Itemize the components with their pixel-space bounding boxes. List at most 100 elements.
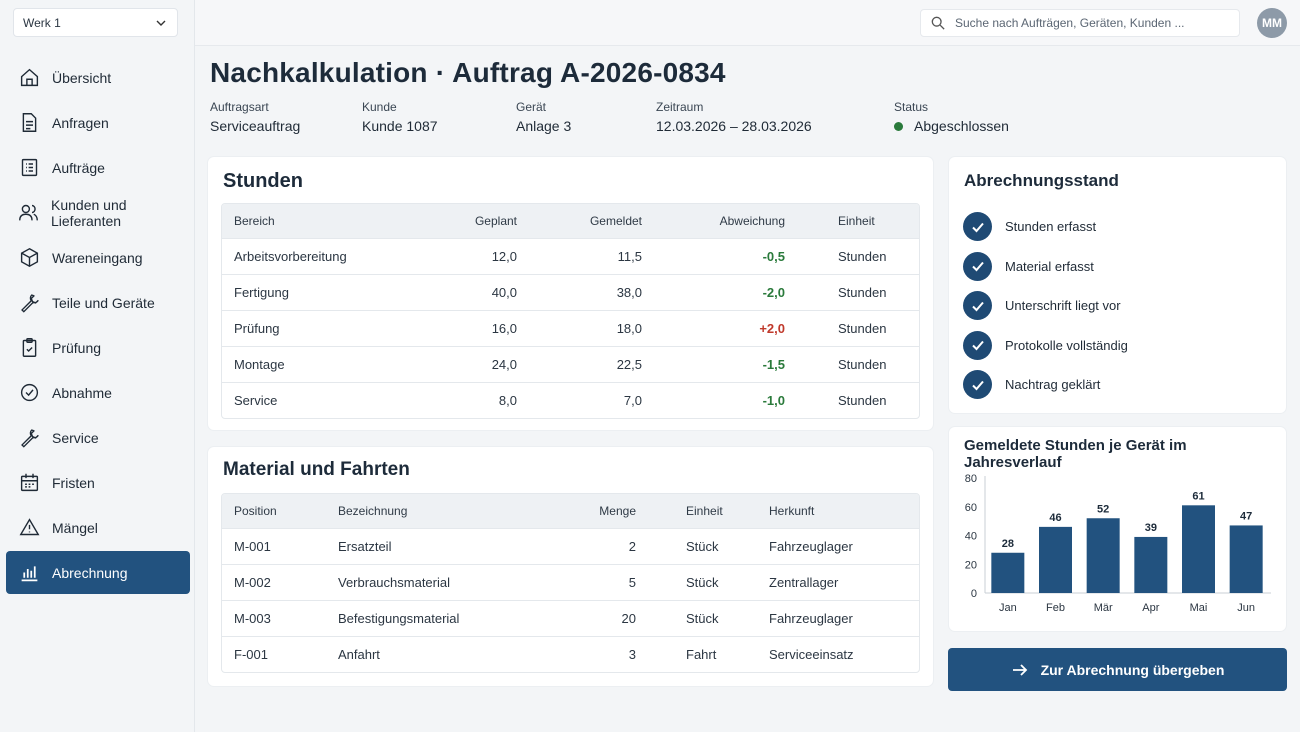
column-header[interactable]: Herkunft (769, 503, 815, 518)
sidebar-item-auftraege[interactable]: Aufträge (6, 146, 190, 189)
check-circle-icon (18, 382, 40, 404)
cell-deviation: +2,0 (654, 309, 797, 346)
hours-chart-card: Gemeldete Stunden je Gerät im Jahresverl… (949, 427, 1286, 631)
table-row[interactable]: Prüfung 16,0 18,0 +2,0 Stunden (222, 309, 919, 346)
column-header[interactable]: Gemeldet (589, 213, 642, 228)
table-row[interactable]: M-003 Befestigungsmaterial 20 Stück Fahr… (222, 599, 919, 636)
cell-name: Ersatzteil (326, 527, 538, 564)
y-tick-label: 40 (965, 531, 977, 543)
bar (991, 552, 1025, 593)
meta-label: Gerät (516, 100, 547, 114)
table-row[interactable]: Service 8,0 7,0 -1,0 Stunden (222, 381, 919, 418)
x-tick-label: Mai (1190, 602, 1208, 614)
checkmark-icon (963, 212, 992, 242)
bar-value-label: 39 (1145, 522, 1157, 534)
sidebar-item-maengel[interactable]: Mängel (6, 506, 190, 549)
cell-planned: 24,0 (417, 345, 529, 382)
submit-to-billing-button[interactable]: Zur Abrechnung übergeben (948, 648, 1287, 691)
cell-area: Prüfung (222, 309, 417, 346)
cell-unit: Stunden (797, 381, 919, 418)
sidebar-item-label: Service (52, 429, 99, 446)
hours-table: Bereich Geplant Gemeldet Abweichung Einh… (222, 204, 919, 418)
sidebar-item-label: Anfragen (52, 114, 109, 131)
plant-select[interactable]: Werk 1 (13, 8, 178, 37)
cell-unit: Stunden (797, 237, 919, 274)
checklist-label: Material erfasst (1005, 258, 1094, 274)
column-header[interactable]: Einheit (686, 503, 723, 518)
column-header[interactable]: Abweichung (719, 213, 785, 228)
cell-deviation: -1,0 (654, 381, 797, 418)
meta-value: 12.03.2026 – 28.03.2026 (656, 118, 812, 134)
checklist-item: Unterschrift liegt vor (963, 286, 1128, 326)
column-header[interactable]: Einheit (838, 213, 875, 228)
table-row[interactable]: F-001 Anfahrt 3 Fahrt Serviceeinsatz (222, 635, 919, 672)
checklist-item: Protokolle vollständig (963, 326, 1128, 366)
checklist-item: Nachtrag geklärt (963, 365, 1128, 405)
cell-unit: Stunden (797, 273, 919, 310)
cell-area: Service (222, 381, 417, 418)
sidebar-item-uebersicht[interactable]: Übersicht (6, 56, 190, 99)
sidebar-item-abnahme[interactable]: Abnahme (6, 371, 190, 414)
sidebar-item-fristen[interactable]: Fristen (6, 461, 190, 504)
sidebar-item-label: Abrechnung (52, 564, 128, 581)
search-box[interactable] (920, 9, 1240, 37)
material-table-wrapper: Position Bezeichnung Menge Einheit Herku… (221, 493, 920, 673)
users-icon (18, 202, 39, 224)
sidebar-item-label: Fristen (52, 474, 95, 491)
meta-geraet: Gerät Anlage 3 (516, 100, 571, 134)
column-header[interactable]: Position (234, 503, 277, 518)
clipboard-icon (18, 337, 40, 359)
billing-status-title: Abrechnungsstand (964, 171, 1119, 190)
table-row[interactable]: M-002 Verbrauchsmaterial 5 Stück Zentral… (222, 563, 919, 600)
column-header[interactable]: Bereich (234, 213, 275, 228)
cell-deviation: -0,5 (654, 237, 797, 274)
table-row[interactable]: M-001 Ersatzteil 2 Stück Fahrzeuglager (222, 527, 919, 564)
checklist-item: Stunden erfasst (963, 207, 1128, 247)
x-tick-label: Jun (1237, 602, 1255, 614)
column-header[interactable]: Bezeichnung (338, 503, 408, 518)
table-row[interactable]: Arbeitsvorbereitung 12,0 11,5 -0,5 Stund… (222, 237, 919, 274)
sidebar: Werk 1 Übersicht Anfragen Aufträge Kunde… (0, 0, 195, 732)
sidebar-item-teile-geraete[interactable]: Teile und Geräte (6, 281, 190, 324)
column-header[interactable]: Menge (599, 503, 636, 518)
meta-value: Kunde 1087 (362, 118, 438, 134)
x-tick-label: Apr (1142, 602, 1159, 614)
cell-reported: 18,0 (529, 309, 654, 346)
checklist-label: Stunden erfasst (1005, 219, 1097, 235)
cell-position: M-002 (222, 563, 326, 600)
material-card: Material und Fahrten Position Bezeichnun… (208, 447, 933, 686)
sidebar-item-pruefung[interactable]: Prüfung (6, 326, 190, 369)
sidebar-item-abrechnung[interactable]: Abrechnung (6, 551, 190, 594)
table-row[interactable]: Montage 24,0 22,5 -1,5 Stunden (222, 345, 919, 382)
sidebar-item-label: Übersicht (52, 69, 112, 86)
cell-unit: Fahrt (648, 635, 757, 672)
cell-position: F-001 (222, 635, 326, 672)
cell-reported: 22,5 (529, 345, 654, 382)
hours-title: Stunden (223, 170, 303, 192)
sidebar-item-service[interactable]: Service (6, 416, 190, 459)
sidebar-item-kunden-lieferanten[interactable]: Kunden und Lieferanten (6, 191, 190, 234)
home-icon (18, 67, 40, 89)
cell-quantity: 3 (538, 635, 648, 672)
cell-origin: Fahrzeuglager (757, 527, 919, 564)
hours-table-wrapper: Bereich Geplant Gemeldet Abweichung Einh… (221, 203, 920, 419)
bar-chart-icon (18, 562, 40, 584)
search-icon (931, 16, 945, 30)
table-row[interactable]: Fertigung 40,0 38,0 -2,0 Stunden (222, 273, 919, 310)
bar (1182, 505, 1215, 593)
x-tick-label: Jan (999, 602, 1017, 614)
bar (1086, 518, 1120, 593)
cell-quantity: 20 (538, 599, 648, 636)
cell-position: M-003 (222, 599, 326, 636)
bar-value-label: 47 (1240, 510, 1252, 522)
hours-bar-chart: 0 20 40 60 80 28 Jan 46 Feb 52 Mär 39 Apr 61 Mai 47 Jun (965, 473, 1271, 614)
search-input[interactable] (955, 16, 1225, 30)
meta-kunde: Kunde Kunde 1087 (362, 100, 438, 134)
column-header[interactable]: Geplant (474, 213, 517, 228)
billing-checklist: Stunden erfasst Material erfasst Untersc… (963, 207, 1128, 405)
sidebar-item-label: Abnahme (52, 384, 112, 401)
sidebar-item-wareneingang[interactable]: Wareneingang (6, 236, 190, 279)
cell-origin: Zentrallager (757, 563, 919, 600)
sidebar-item-anfragen[interactable]: Anfragen (6, 101, 190, 144)
avatar[interactable]: MM (1257, 8, 1287, 38)
